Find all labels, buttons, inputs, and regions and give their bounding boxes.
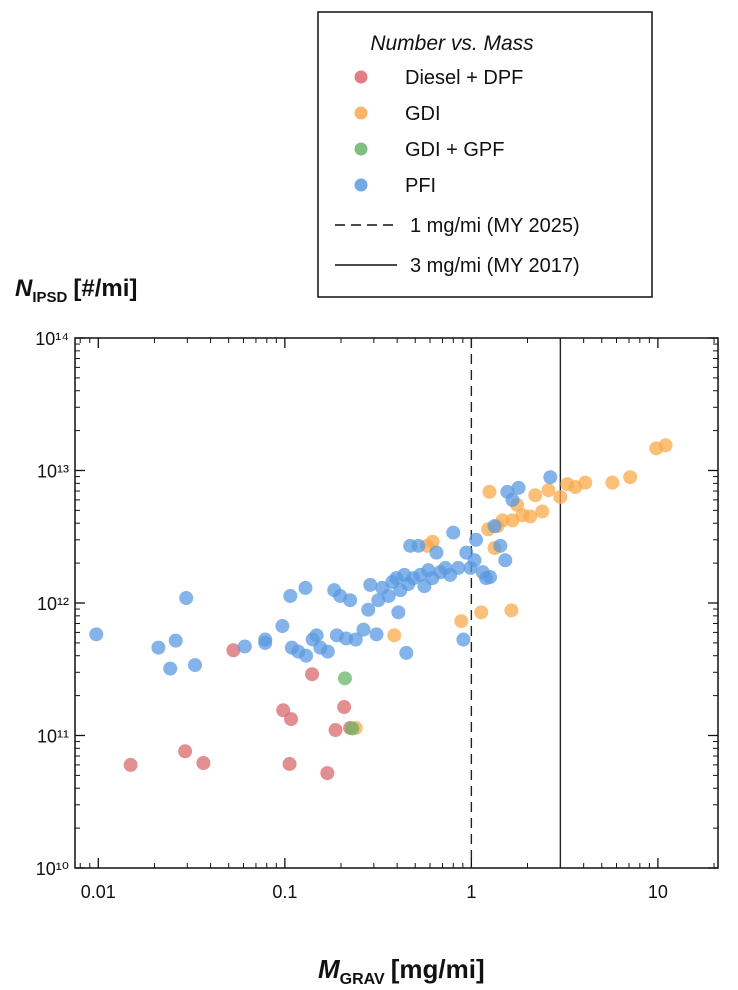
y-tick-label: 10¹³: [37, 462, 69, 482]
x-label-symbol: M: [318, 954, 341, 984]
data-point: [456, 632, 471, 647]
data-point: [482, 484, 497, 499]
data-point: [454, 614, 469, 629]
data-point: [391, 605, 406, 620]
data-point: [658, 438, 673, 453]
data-point: [487, 519, 502, 534]
data-point: [283, 588, 298, 603]
data-point: [337, 671, 352, 686]
data-point: [505, 492, 520, 507]
data-point: [320, 644, 335, 659]
data-point: [337, 700, 352, 715]
y-tick-label: 10¹¹: [37, 727, 69, 747]
data-point: [429, 545, 444, 560]
data-point: [403, 538, 418, 553]
x-tick-label: 0.1: [272, 882, 297, 902]
data-point: [348, 632, 363, 647]
data-point: [226, 643, 241, 658]
y-label-symbol: N: [15, 275, 33, 302]
data-point: [493, 538, 508, 553]
data-point: [578, 475, 593, 490]
data-point: [305, 667, 320, 682]
x-label-unit: [mg/mi]: [391, 954, 485, 984]
legend-box: [317, 11, 653, 298]
y-tick-label: 10¹⁴: [35, 329, 69, 349]
data-point: [363, 577, 378, 592]
data-point: [328, 723, 343, 738]
legend-label: PFI: [405, 175, 436, 197]
legend-marker: [354, 70, 368, 84]
legend-marker: [354, 178, 368, 192]
data-point: [196, 756, 211, 771]
data-point: [474, 605, 489, 620]
data-point: [151, 640, 166, 655]
y-axis-label: NIPSD [#/mi]: [15, 275, 137, 306]
data-point: [282, 756, 297, 771]
x-tick-label: 10: [648, 882, 668, 902]
data-point: [345, 721, 360, 736]
data-point: [504, 603, 519, 618]
data-point: [89, 627, 104, 642]
data-point: [275, 619, 290, 634]
data-point: [446, 525, 461, 540]
x-tick-label: 0.01: [81, 882, 116, 902]
data-point: [523, 509, 538, 524]
data-point: [469, 532, 484, 547]
data-point: [258, 632, 273, 647]
legend-label: GDI: [405, 103, 441, 125]
data-point: [369, 627, 384, 642]
data-point: [299, 648, 314, 663]
data-point: [188, 658, 203, 673]
legend-title: Number vs. Mass: [370, 32, 534, 55]
data-point: [356, 622, 371, 637]
data-point: [178, 744, 193, 759]
data-point: [498, 553, 513, 568]
data-point: [179, 591, 194, 606]
y-label-subscript: IPSD: [32, 289, 67, 306]
data-point: [123, 757, 138, 772]
legend-marker: [354, 142, 368, 156]
data-point: [425, 534, 440, 549]
data-point: [541, 483, 556, 498]
legend-label: 3 mg/mi (MY 2017): [410, 255, 580, 277]
data-point: [623, 470, 638, 485]
data-point: [237, 639, 252, 654]
x-label-subscript: GRAV: [340, 971, 385, 988]
data-point: [451, 560, 466, 575]
x-tick-label: 1: [466, 882, 476, 902]
data-point: [168, 633, 183, 648]
data-point: [343, 593, 358, 608]
data-point: [361, 602, 376, 617]
x-axis-label: MGRAV [mg/mi]: [318, 954, 485, 988]
legend-label: Diesel + DPF: [405, 67, 523, 89]
data-point: [387, 628, 402, 643]
y-label-unit: [#/mi]: [73, 275, 137, 302]
y-tick-label: 10¹⁰: [36, 859, 69, 879]
legend-marker: [354, 106, 368, 120]
data-point: [309, 628, 324, 643]
data-point: [605, 475, 620, 490]
legend-label: 1 mg/mi (MY 2025): [410, 215, 580, 237]
data-point: [329, 628, 344, 643]
data-point: [298, 580, 313, 595]
data-point: [381, 588, 396, 603]
data-point: [320, 766, 335, 781]
data-point: [467, 553, 482, 568]
y-tick-label: 10¹²: [37, 594, 69, 614]
data-point: [511, 480, 526, 495]
data-point: [284, 712, 299, 727]
data-point: [528, 488, 543, 503]
data-point: [543, 470, 558, 485]
data-point: [163, 661, 178, 676]
data-point: [535, 504, 550, 519]
legend-label: GDI + GPF: [405, 139, 504, 161]
data-point: [553, 490, 568, 505]
data-point: [483, 570, 498, 585]
data-point: [399, 645, 414, 660]
